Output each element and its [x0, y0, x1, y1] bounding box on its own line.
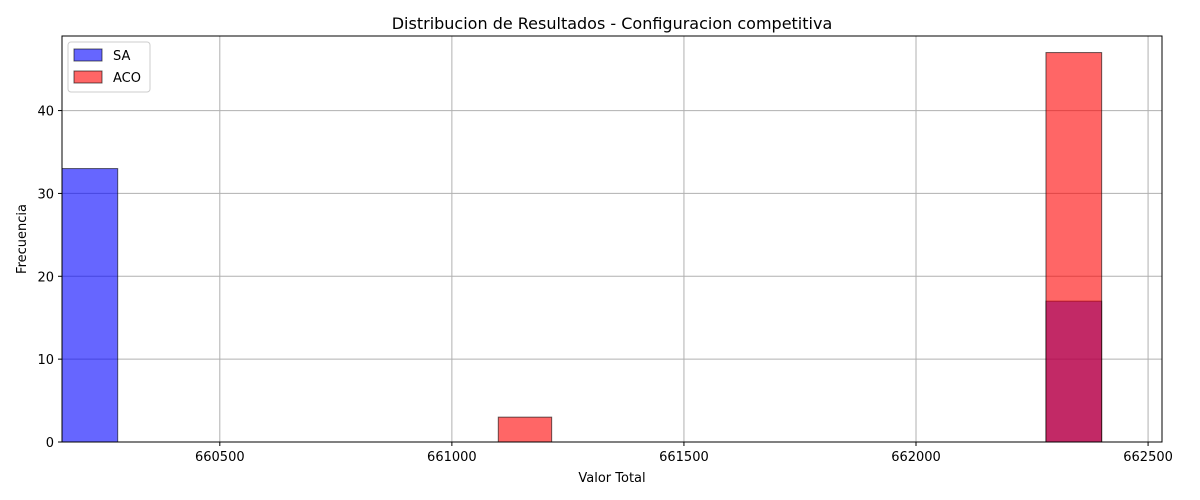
x-tick-label: 660500: [195, 450, 245, 465]
plot-frame: [61, 35, 1163, 443]
legend-label-sa: SA: [113, 49, 130, 64]
bar-aco: [1045, 52, 1103, 443]
axis-ticks: 660500 661000 661500 662000 662500 0 10 20 30 40: [37, 105, 1172, 465]
x-tick-label: 661000: [427, 450, 477, 465]
x-tick-label: 661500: [659, 450, 709, 465]
legend: SA ACO: [67, 41, 151, 93]
legend-label-aco: ACO: [113, 71, 141, 86]
y-tick-label: 0: [46, 436, 54, 451]
y-tick-label: 30: [37, 187, 54, 202]
legend-swatch-sa: [73, 48, 103, 62]
x-tick-label: 662000: [891, 450, 941, 465]
x-tick-label: 662500: [1123, 450, 1173, 465]
y-axis-label: Frecuencia: [15, 204, 30, 274]
y-tick-label: 20: [37, 270, 54, 285]
y-tick-label: 10: [37, 353, 54, 368]
legend-swatch-aco: [73, 70, 103, 84]
bar-sa: [61, 168, 119, 443]
bar-aco: [497, 416, 553, 443]
x-axis-label: Valor Total: [578, 471, 645, 486]
chart-title: Distribucion de Resultados - Configuraci…: [392, 14, 833, 33]
y-tick-label: 40: [37, 105, 54, 120]
